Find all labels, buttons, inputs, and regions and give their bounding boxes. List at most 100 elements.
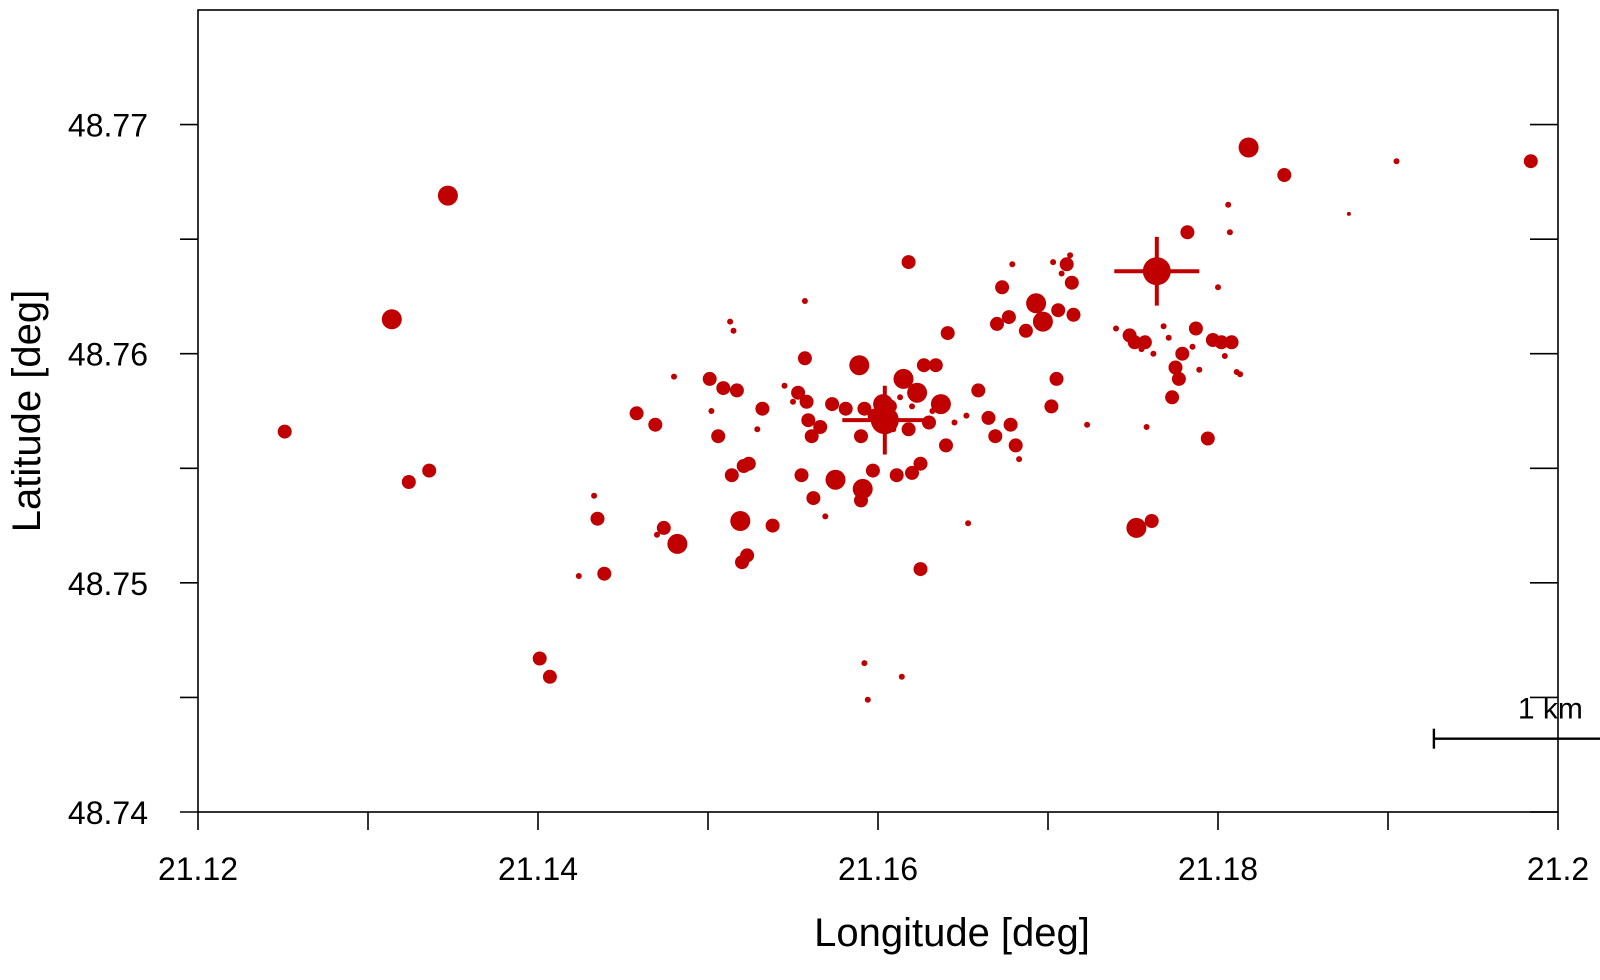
data-point [907,382,928,403]
data-point [654,531,660,538]
data-points [277,137,1538,703]
data-point [893,368,914,389]
data-point [1188,321,1203,336]
data-point [838,401,853,416]
data-point [1214,335,1229,350]
x-tick-label: 21.12 [158,851,238,887]
data-point [861,660,868,667]
data-point [898,673,905,680]
data-point [781,382,788,389]
x-tick-label: 21.18 [1178,851,1258,887]
data-point [1346,211,1351,216]
data-point [590,511,605,526]
data-point [1016,456,1023,463]
data-point [971,383,986,398]
y-axis-title: Latitude [deg] [5,290,49,532]
data-point [1084,421,1091,428]
data-point [913,562,928,577]
data-point [1160,323,1167,330]
data-point [542,669,557,684]
data-point [1066,307,1081,322]
data-point [1168,360,1183,375]
x-tick-label: 21.16 [838,851,918,887]
data-point [928,358,943,373]
data-point [794,468,809,483]
data-point [1026,293,1047,314]
data-point [1196,366,1203,373]
data-point [1127,335,1142,350]
data-point [930,394,951,415]
axis-ticks [180,123,1559,830]
data-point [716,381,731,396]
data-point [901,422,916,437]
y-tick-label: 48.74 [68,795,148,831]
data-point [801,413,816,428]
data-point [1237,371,1244,378]
data-point [648,417,663,432]
data-point [825,397,840,412]
data-point [988,429,1003,444]
data-point [1277,168,1292,182]
data-point [575,573,582,579]
data-point [1050,259,1057,266]
data-point [1226,229,1233,236]
y-tick-label: 48.77 [68,108,148,144]
data-point [765,518,780,533]
data-point [1224,335,1239,350]
data-point [797,351,812,366]
data-point [656,520,671,535]
data-point [1238,137,1259,158]
x-tick-label: 21.2 [1527,851,1589,887]
data-point [1018,323,1033,338]
data-point [401,475,416,489]
data-point [865,463,880,478]
data-point [913,456,928,471]
data-point [1393,158,1400,165]
data-point [916,358,931,373]
data-point [437,185,458,206]
data-point [591,492,598,499]
data-point [1144,514,1159,528]
data-point [741,456,756,471]
data-point [1051,303,1066,318]
data-point [1150,350,1157,357]
data-point [730,327,737,334]
data-point [1001,310,1016,325]
data-point [1175,346,1190,361]
data-point [963,412,970,419]
data-point [724,468,739,483]
data-point [1032,311,1053,332]
data-point [754,426,761,433]
data-point [1189,343,1196,350]
x-tick-label: 21.14 [498,851,578,887]
data-point [990,316,1004,331]
data-point [708,408,715,414]
data-point [597,566,612,581]
data-point [671,373,677,380]
data-point [864,696,871,703]
data-point [922,415,936,430]
data-point [822,513,829,520]
data-point [1171,371,1186,386]
data-point [951,419,958,426]
data-point [939,438,953,453]
data-point [1143,424,1150,430]
data-point [667,533,688,554]
data-point [1044,399,1059,414]
data-point [735,555,749,570]
data-point [1215,284,1221,291]
y-tick-label: 48.75 [68,566,148,602]
data-point [849,355,870,376]
data-point [277,424,292,439]
data-point [995,280,1010,295]
data-point [909,403,915,410]
data-point [422,463,437,478]
scale-bar: 1 km [1432,693,1600,749]
y-tick-labels: 48.74 48.75 48.76 48.77 [68,108,148,831]
scale-bar-label: 1 km [1518,693,1583,726]
data-point [1225,201,1232,208]
data-point [711,429,726,444]
data-point [804,429,819,444]
data-point [897,394,904,401]
